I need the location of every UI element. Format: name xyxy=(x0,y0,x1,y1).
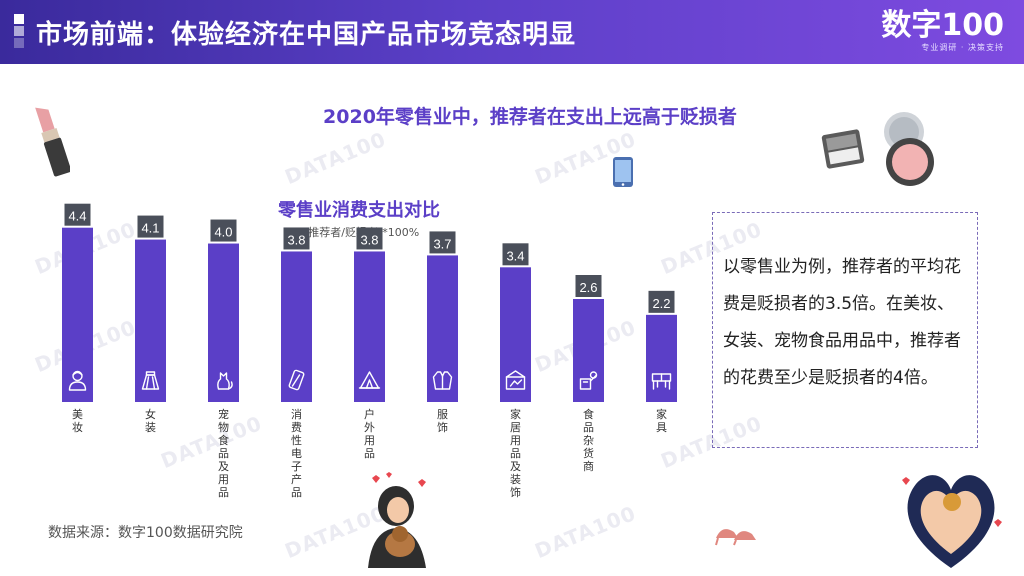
info-text: 以零售业为例，推荐者的平均花费是贬损者的3.5倍。在美妆、女装、宠物食品用品中，… xyxy=(723,257,961,388)
x-tick-label: 美妆 xyxy=(72,408,83,434)
eyeshadow-palette-icon xyxy=(821,129,865,169)
data-label-bg xyxy=(648,290,675,313)
chart-bar xyxy=(646,314,677,402)
x-tick-label: 家具 xyxy=(656,407,667,434)
data-label-bg xyxy=(575,275,602,297)
jacket-icon xyxy=(432,371,453,390)
data-label: 3.7 xyxy=(433,236,451,251)
data-source-note: 数据来源：数字100数据研究院 xyxy=(48,525,243,541)
person-icon xyxy=(68,370,87,391)
smartphone-icon xyxy=(613,157,633,187)
grocery-icon xyxy=(579,371,598,390)
x-tick-label: 户外用品 xyxy=(364,407,375,460)
data-label-bg xyxy=(356,227,383,250)
data-label: 2.6 xyxy=(579,280,597,295)
tent-icon xyxy=(358,371,381,389)
chart-bar xyxy=(135,239,166,402)
x-tick-label: 女装 xyxy=(145,407,156,434)
data-label: 2.2 xyxy=(652,296,670,311)
x-tick-label: 服饰 xyxy=(437,408,448,434)
heart-hug-illustration xyxy=(902,475,1002,568)
chart-bar xyxy=(500,267,531,402)
data-label: 3.8 xyxy=(287,232,305,247)
lipstick-icon xyxy=(35,107,70,177)
data-label-bg xyxy=(137,215,164,238)
chart-title: 零售业消费支出对比 xyxy=(278,200,440,221)
data-label: 4.1 xyxy=(141,221,159,236)
x-tick-label: 宠物食品及用品 xyxy=(218,407,229,499)
chart-bar xyxy=(354,251,385,402)
data-label-bg xyxy=(283,227,310,250)
header-bar: 市场前端：体验经济在中国产品市场竞态明显 数字100 专业调研 · 决策支持 xyxy=(0,0,1024,64)
x-tick-label: 消费性电子产品 xyxy=(291,407,302,499)
data-label-bg xyxy=(64,203,91,226)
data-label: 3.4 xyxy=(506,248,524,263)
logo-text: 数字100 xyxy=(881,8,1004,43)
data-label: 4.4 xyxy=(68,209,86,224)
compact-mirror-icon xyxy=(884,112,934,186)
cat-icon xyxy=(217,372,233,390)
skirt-icon xyxy=(141,371,160,390)
data-label: 4.0 xyxy=(214,225,232,240)
brand-logo: 数字100 专业调研 · 决策支持 xyxy=(874,10,1004,56)
x-tick-label: 家居用品及装饰 xyxy=(510,407,521,499)
chart-bar xyxy=(62,227,93,402)
data-label: 3.8 xyxy=(360,232,378,247)
header-accent-mark xyxy=(14,14,24,48)
logo-tagline: 专业调研 · 决策支持 xyxy=(921,43,1004,52)
phone-icon xyxy=(288,369,305,391)
house-icon xyxy=(505,370,526,390)
woman-with-dog-illustration xyxy=(368,472,426,568)
chart-headline: 2020年零售业中，推荐者在支出上远高于贬损者 xyxy=(323,106,737,128)
chart-bar xyxy=(208,243,239,402)
page-title: 市场前端：体验经济在中国产品市场竞态明显 xyxy=(36,20,577,50)
chart-bar xyxy=(573,299,604,402)
high-heels-icon xyxy=(715,529,756,546)
data-label-bg xyxy=(502,243,529,266)
data-label-bg xyxy=(429,231,456,254)
info-box: 以零售业为例，推荐者的平均花费是贬损者的3.5倍。在美妆、女装、宠物食品用品中，… xyxy=(712,212,978,448)
furniture-icon xyxy=(651,373,672,390)
chart-bar xyxy=(281,251,312,402)
data-label-bg xyxy=(210,219,237,242)
x-tick-label: 食品杂货商 xyxy=(583,407,594,473)
